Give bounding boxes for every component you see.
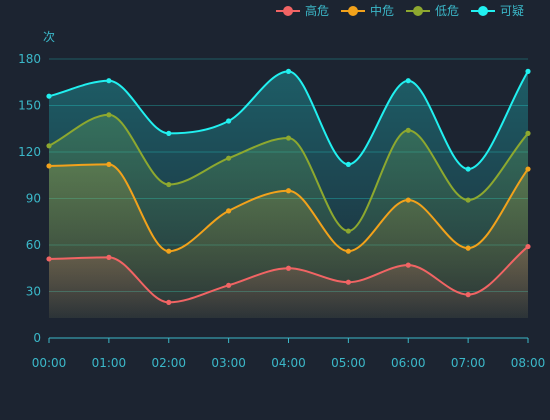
legend-item[interactable]: 可疑: [471, 3, 524, 18]
legend-label: 低危: [435, 4, 459, 18]
y-tick-label: 90: [26, 192, 41, 206]
data-points: [46, 68, 531, 305]
data-point[interactable]: [106, 78, 112, 84]
series-line: [48, 70, 529, 171]
data-point[interactable]: [405, 262, 411, 268]
legend-label: 可疑: [500, 3, 524, 18]
x-tick-label: 08:00: [511, 356, 546, 370]
data-point[interactable]: [525, 166, 531, 172]
legend-item[interactable]: 低危: [406, 4, 459, 18]
y-axis-unit-label: 次: [43, 30, 55, 44]
data-point[interactable]: [465, 166, 471, 172]
data-point[interactable]: [106, 161, 112, 167]
x-tick-label: 05:00: [331, 356, 366, 370]
x-tick-label: 06:00: [391, 356, 426, 370]
data-point[interactable]: [285, 188, 292, 194]
series-lines: [48, 70, 529, 304]
data-point[interactable]: [226, 282, 232, 288]
legend-marker: [478, 6, 488, 16]
legend-marker: [413, 6, 423, 16]
legend-item[interactable]: 高危: [276, 3, 329, 18]
data-point[interactable]: [345, 228, 351, 234]
data-point[interactable]: [226, 118, 232, 124]
x-tick-label: 00:00: [32, 356, 67, 370]
data-point[interactable]: [226, 155, 232, 161]
series-areas: [49, 71, 528, 319]
data-point[interactable]: [345, 279, 351, 285]
data-point[interactable]: [106, 254, 112, 260]
data-point[interactable]: [46, 163, 52, 169]
legend-item[interactable]: 中危: [341, 3, 394, 18]
data-point[interactable]: [166, 248, 172, 254]
data-point[interactable]: [525, 130, 531, 136]
data-point[interactable]: [106, 112, 112, 118]
legend-label: 高危: [305, 3, 329, 18]
legend-label: 中危: [370, 3, 394, 18]
data-point[interactable]: [46, 143, 52, 149]
data-point[interactable]: [166, 181, 172, 188]
y-tick-label: 120: [18, 145, 41, 159]
y-tick-label: 60: [26, 238, 41, 252]
y-tick-label: 150: [18, 99, 41, 113]
series-line: [48, 163, 529, 253]
data-point[interactable]: [465, 245, 471, 251]
data-point[interactable]: [525, 68, 531, 74]
y-tick-label: 30: [26, 285, 41, 299]
data-point[interactable]: [405, 197, 411, 203]
y-tick-label: 180: [18, 52, 41, 66]
legend-marker: [283, 6, 293, 16]
series-line: [48, 113, 529, 233]
x-tick-label: 07:00: [451, 356, 486, 370]
axes: 0 30 60 90 120 150 180 00:00 01:00 02:00 03:00 04:0…: [18, 52, 545, 370]
x-tick-label: 03:00: [211, 356, 246, 370]
legend[interactable]: 高危 中危 低危 可疑: [276, 3, 524, 18]
x-tick-label: 04:00: [271, 356, 306, 370]
data-point[interactable]: [405, 78, 411, 84]
series-line: [48, 245, 529, 304]
x-tick-label: 02:00: [151, 356, 186, 370]
x-tick-label: 01:00: [92, 356, 127, 370]
data-point[interactable]: [285, 68, 292, 74]
data-point[interactable]: [345, 161, 351, 167]
data-point[interactable]: [525, 243, 531, 250]
data-point[interactable]: [465, 292, 471, 298]
data-point[interactable]: [46, 256, 52, 262]
data-point[interactable]: [166, 299, 172, 305]
data-point[interactable]: [345, 248, 351, 254]
data-point[interactable]: [285, 135, 292, 141]
data-point[interactable]: [285, 265, 292, 271]
data-point[interactable]: [46, 93, 52, 99]
legend-marker: [348, 6, 358, 16]
data-point[interactable]: [405, 127, 411, 133]
data-point[interactable]: [166, 130, 172, 136]
series-area: [49, 71, 528, 319]
data-point[interactable]: [465, 197, 471, 203]
y-tick-label: 0: [33, 331, 41, 345]
data-point[interactable]: [226, 208, 232, 214]
